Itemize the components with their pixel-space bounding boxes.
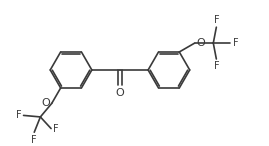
Text: F: F <box>53 124 59 134</box>
Text: F: F <box>233 38 238 48</box>
Text: F: F <box>214 61 219 71</box>
Text: O: O <box>197 38 206 48</box>
Text: F: F <box>214 15 219 25</box>
Text: F: F <box>31 135 37 145</box>
Text: O: O <box>116 88 124 98</box>
Text: F: F <box>16 110 22 120</box>
Text: O: O <box>41 98 49 108</box>
